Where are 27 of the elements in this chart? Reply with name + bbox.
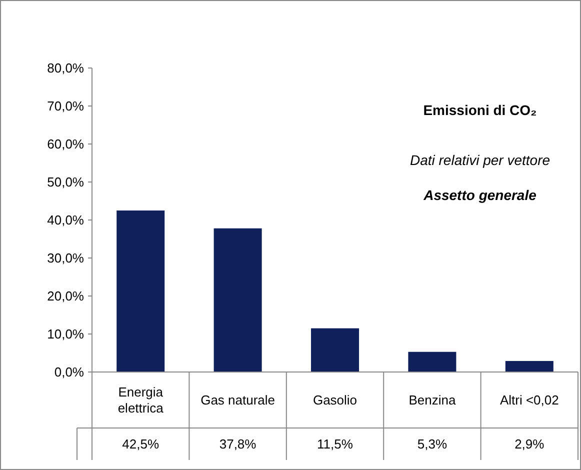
data-label: 2,9% [514, 436, 545, 452]
y-tick-label: 60,0% [47, 136, 84, 152]
x-tick-label: Gas naturale [200, 392, 276, 408]
text: Dati relativi per vettore [410, 152, 550, 168]
y-tick-label: 0,0% [54, 364, 84, 380]
y-tick-label: 30,0% [47, 250, 84, 266]
data-label: 11,5% [317, 436, 354, 452]
data-label: 42,5% [122, 436, 160, 452]
y-tick-label: 70,0% [47, 98, 84, 114]
bar [408, 352, 456, 372]
y-tick-label: 80,0% [47, 60, 84, 76]
x-tick-label: Benzina [408, 392, 456, 408]
data-label: 5,3% [417, 436, 448, 452]
text: Emissioni di CO₂ [423, 102, 537, 118]
x-tick-label: Altri <0,02 [500, 392, 559, 408]
y-tick-label: 10,0% [47, 326, 84, 342]
y-tick-label: 20,0% [47, 288, 84, 304]
bar [214, 228, 262, 372]
y-tick-label: 40,0% [47, 212, 84, 228]
bar [311, 328, 359, 372]
data-label: 37,8% [219, 436, 257, 452]
annotation: Assetto generale [422, 187, 537, 203]
bar [505, 360, 554, 372]
x-tick-label: Energia elettrica [118, 384, 164, 416]
y-tick-label: 50,0% [47, 174, 84, 190]
bar [116, 210, 165, 372]
x-tick-label: Gasolio [312, 392, 358, 408]
